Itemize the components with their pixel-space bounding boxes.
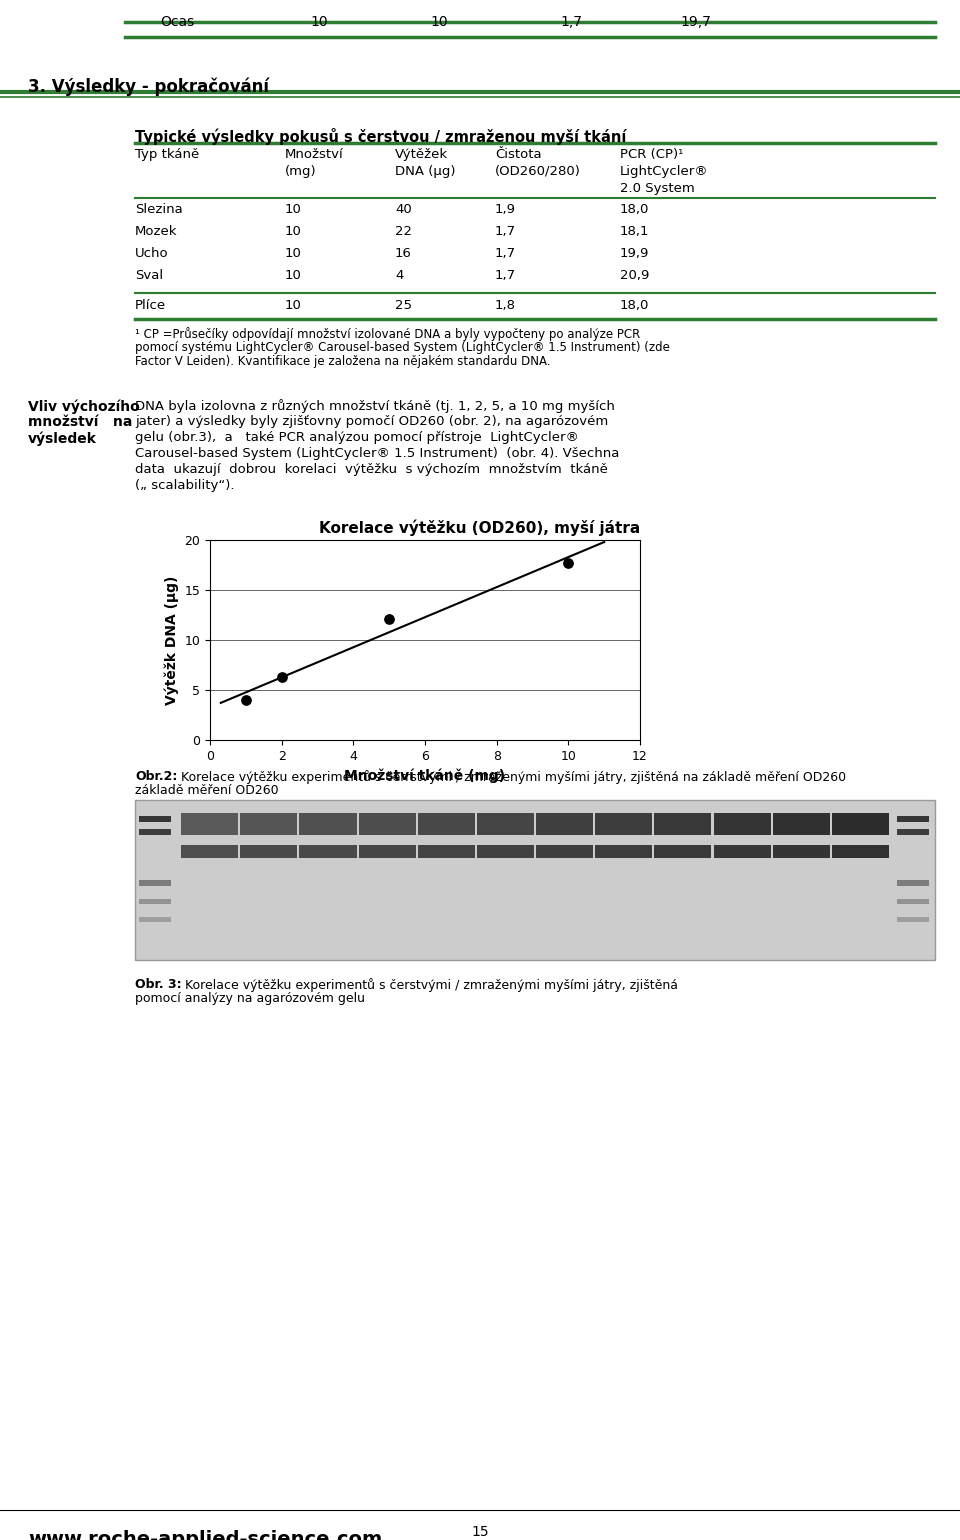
Text: 15: 15: [471, 1525, 489, 1538]
Point: [274, 665, 289, 690]
Bar: [240, 813, 298, 835]
Bar: [418, 813, 475, 835]
Bar: [181, 845, 238, 858]
Text: pomocí systému LightCycler® Carousel-based System (LightCycler® 1.5 Instrument) : pomocí systému LightCycler® Carousel-bas…: [135, 340, 670, 354]
Bar: [300, 845, 356, 858]
Bar: [139, 879, 171, 887]
Bar: [139, 916, 171, 921]
Text: 4: 4: [395, 270, 403, 282]
Text: základě měření OD260: základě měření OD260: [135, 784, 278, 798]
Text: 1,7: 1,7: [495, 225, 516, 239]
Text: 18,0: 18,0: [620, 203, 649, 216]
Text: Factor V Leiden). Kvantifikace je založena na nějakém standardu DNA.: Factor V Leiden). Kvantifikace je založe…: [135, 356, 550, 368]
Text: Typ tkáně: Typ tkáně: [135, 148, 200, 162]
Text: 18,0: 18,0: [620, 299, 649, 313]
Bar: [418, 845, 475, 858]
Bar: [595, 845, 653, 858]
X-axis label: Množství tkáně (mg): Množství tkáně (mg): [345, 768, 506, 782]
Bar: [655, 813, 711, 835]
Bar: [713, 813, 771, 835]
Text: Výtěžek
DNA (μg): Výtěžek DNA (μg): [395, 148, 455, 179]
Bar: [897, 829, 929, 835]
Bar: [897, 916, 929, 921]
Text: 10: 10: [285, 225, 301, 239]
Bar: [139, 899, 171, 904]
Text: Mozek: Mozek: [135, 225, 178, 239]
Text: jater) a výsledky byly zjišťovny pomočí OD260 (obr. 2), na agarózovém: jater) a výsledky byly zjišťovny pomočí …: [135, 414, 609, 428]
Bar: [773, 845, 829, 858]
Bar: [831, 845, 889, 858]
Text: 1,7: 1,7: [495, 270, 516, 282]
Text: Korelace výtěžku experimentů s čerstvými / zmraženými myšími játry, zjištěná: Korelace výtěžku experimentů s čerstvými…: [185, 978, 678, 992]
Bar: [135, 799, 935, 959]
Bar: [477, 845, 534, 858]
Text: 18,1: 18,1: [620, 225, 650, 239]
Text: 1,9: 1,9: [495, 203, 516, 216]
Point: [381, 607, 396, 631]
Text: 20,9: 20,9: [620, 270, 649, 282]
Text: 10: 10: [285, 270, 301, 282]
Text: množství   na: množství na: [28, 414, 132, 430]
Text: PCR (CP)¹
LightCycler®
2.0 System: PCR (CP)¹ LightCycler® 2.0 System: [620, 148, 708, 196]
Bar: [897, 879, 929, 887]
Text: DNA byla izolovna z různých množství tkáně (tj. 1, 2, 5, a 10 mg myších: DNA byla izolovna z různých množství tká…: [135, 399, 614, 413]
Bar: [139, 816, 171, 822]
Text: Sval: Sval: [135, 270, 163, 282]
Text: Ucho: Ucho: [135, 246, 169, 260]
Bar: [240, 845, 298, 858]
Bar: [536, 845, 593, 858]
Text: 19,9: 19,9: [620, 246, 649, 260]
Point: [238, 688, 253, 713]
Text: 40: 40: [395, 203, 412, 216]
Text: 3. Výsledky - pokračování: 3. Výsledky - pokračování: [28, 79, 269, 97]
Bar: [655, 845, 711, 858]
Text: 19,7: 19,7: [680, 15, 710, 29]
Bar: [713, 845, 771, 858]
Text: pomocí analýzy na agarózovém gelu: pomocí analýzy na agarózovém gelu: [135, 992, 365, 1006]
Text: gelu (obr.3),  a   také PCR analýzou pomocí přístroje  LightCycler®: gelu (obr.3), a také PCR analýzou pomocí…: [135, 431, 579, 444]
Bar: [300, 813, 356, 835]
Text: Plíce: Plíce: [135, 299, 166, 313]
Text: 22: 22: [395, 225, 412, 239]
Text: Obr. 3:: Obr. 3:: [135, 978, 181, 992]
Text: 25: 25: [395, 299, 412, 313]
Point: [561, 551, 576, 576]
Text: 10: 10: [285, 246, 301, 260]
Bar: [536, 813, 593, 835]
Bar: [897, 816, 929, 822]
Bar: [773, 813, 829, 835]
Bar: [139, 829, 171, 835]
Text: 1,7: 1,7: [560, 15, 582, 29]
Text: Čistota
(OD260/280): Čistota (OD260/280): [495, 148, 581, 179]
Text: Carousel-based System (LightCycler® 1.5 Instrument)  (obr. 4). Všechna: Carousel-based System (LightCycler® 1.5 …: [135, 447, 619, 460]
Text: 10: 10: [285, 299, 301, 313]
Bar: [358, 845, 416, 858]
Text: Slezina: Slezina: [135, 203, 182, 216]
Text: Obr.2:: Obr.2:: [135, 770, 178, 782]
Text: Korelace výtěžku experimentů s čerrstvými / zmraženými myšími játry, zjištěná na: Korelace výtěžku experimentů s čerrstvým…: [177, 770, 846, 784]
Text: Ocas: Ocas: [160, 15, 194, 29]
Bar: [477, 813, 534, 835]
Bar: [358, 813, 416, 835]
Bar: [181, 813, 238, 835]
Text: 10: 10: [285, 203, 301, 216]
Text: Korelace výtěžku (OD260), myší játra: Korelace výtěžku (OD260), myší játra: [320, 521, 640, 536]
Bar: [897, 899, 929, 904]
Text: 1,7: 1,7: [495, 246, 516, 260]
Text: („ scalability“).: („ scalability“).: [135, 479, 234, 491]
Text: www.roche-applied-science.com: www.roche-applied-science.com: [28, 1531, 382, 1540]
Text: 10: 10: [430, 15, 447, 29]
Text: ¹ CP =Průsečíky odpovídají množství izolované DNA a byly vypočteny po analýze PC: ¹ CP =Průsečíky odpovídají množství izol…: [135, 326, 640, 340]
Text: Vliv výchozího: Vliv výchozího: [28, 399, 140, 414]
Bar: [831, 813, 889, 835]
Bar: [595, 813, 653, 835]
Text: výsledek: výsledek: [28, 431, 97, 445]
Text: Typické výsledky pokusů s čerstvou / zmraženou myší tkání: Typické výsledky pokusů s čerstvou / zmr…: [135, 128, 626, 145]
Text: 1,8: 1,8: [495, 299, 516, 313]
Y-axis label: Výtěžk DNA (μg): Výtěžk DNA (μg): [164, 576, 179, 705]
Text: data  ukazují  dobrou  korelaci  výtěžku  s výchozím  množstvím  tkáně: data ukazují dobrou korelaci výtěžku s v…: [135, 464, 608, 476]
Text: 16: 16: [395, 246, 412, 260]
Text: Množství
(mg): Množství (mg): [285, 148, 344, 179]
Text: 10: 10: [310, 15, 327, 29]
